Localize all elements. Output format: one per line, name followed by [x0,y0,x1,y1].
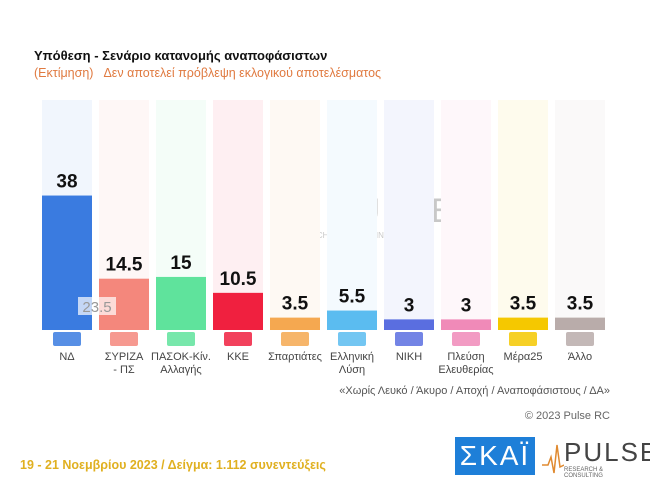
bar [384,319,434,330]
party-logo-icon [167,332,195,346]
pulse-logo-text: PULSE [564,437,650,467]
party-logo-icon [110,332,138,346]
subtitle-disclaimer: Δεν αποτελεί πρόβλεψη εκλογικού αποτελέσ… [103,66,382,80]
bar-background [555,100,605,330]
party-logo-icon [452,332,480,346]
category-label: Σπαρτιάτες [268,351,322,363]
data-label: 38 [56,172,77,193]
data-label: 3.5 [282,294,309,315]
party-logo-icon [338,332,366,346]
difference-annotation: 23.5 [82,299,111,316]
subtitle-estimate: (Εκτίμηση) [34,66,94,80]
data-label: 10.5 [220,269,257,290]
footnote: «Χωρίς Λευκό / Άκυρο / Αποχή / Αναποφάσι… [339,385,610,397]
category-label: Ελευθερίας [438,364,493,376]
category-label: Αλλαγής [160,364,201,376]
bar [441,319,491,330]
pulse-logo: PULSE RESEARCH & CONSULTING [542,437,650,479]
data-label: 3 [404,295,415,316]
pulse-wave-icon [542,444,565,474]
data-label: 3.5 [567,294,594,315]
bar-background [441,100,491,330]
data-label: 3 [461,295,472,316]
category-label: Λύση [339,364,365,376]
data-label: 14.5 [106,255,143,276]
pulse-logo-tagline: RESEARCH & CONSULTING [564,467,604,479]
category-label: ΚΚΕ [227,351,249,363]
data-label: 3.5 [510,294,537,315]
bar [270,317,320,330]
category-label: Πλεύση [447,351,484,363]
bar [498,317,548,330]
category-label: ΝΙΚΗ [396,351,422,363]
category-label: ΝΔ [59,351,75,363]
skai-logo: ΣΚΑΪ [455,437,535,475]
bar [555,317,605,330]
bar-background [270,100,320,330]
party-logo-icon [53,332,81,346]
bar [156,276,206,330]
chart-title: Υπόθεση - Σενάριο κατανομής αναποφάσιστω… [34,48,328,63]
category-label: - ΠΣ [113,364,135,376]
party-logo-icon [281,332,309,346]
category-label: Μέρα25 [504,351,543,363]
party-logo-icon [566,332,594,346]
category-label: ΣΥΡΙΖΑ [105,351,144,363]
bar [213,292,263,330]
category-label: ΠΑΣΟΚ-Κίν. [151,351,211,363]
copyright: © 2023 Pulse RC [524,410,610,422]
bar-background [327,100,377,330]
bar-background [498,100,548,330]
annotation-background [78,297,116,315]
party-logo-icon [224,332,252,346]
bar-background [213,100,263,330]
party-logo-icon [509,332,537,346]
bar [327,310,377,330]
chart-subtitle: (Εκτίμηση) Δεν αποτελεί πρόβλεψη εκλογικο… [34,66,391,80]
party-logo-icon [395,332,423,346]
category-label: Ελληνική [330,351,374,363]
data-label: 15 [170,253,192,274]
bar-background [384,100,434,330]
survey-info: 19 - 21 Νοεμβρίου 2023 / Δείγμα: 1.112 σ… [20,458,326,472]
data-label: 5.5 [339,287,366,308]
category-label: Άλλο [568,351,592,363]
